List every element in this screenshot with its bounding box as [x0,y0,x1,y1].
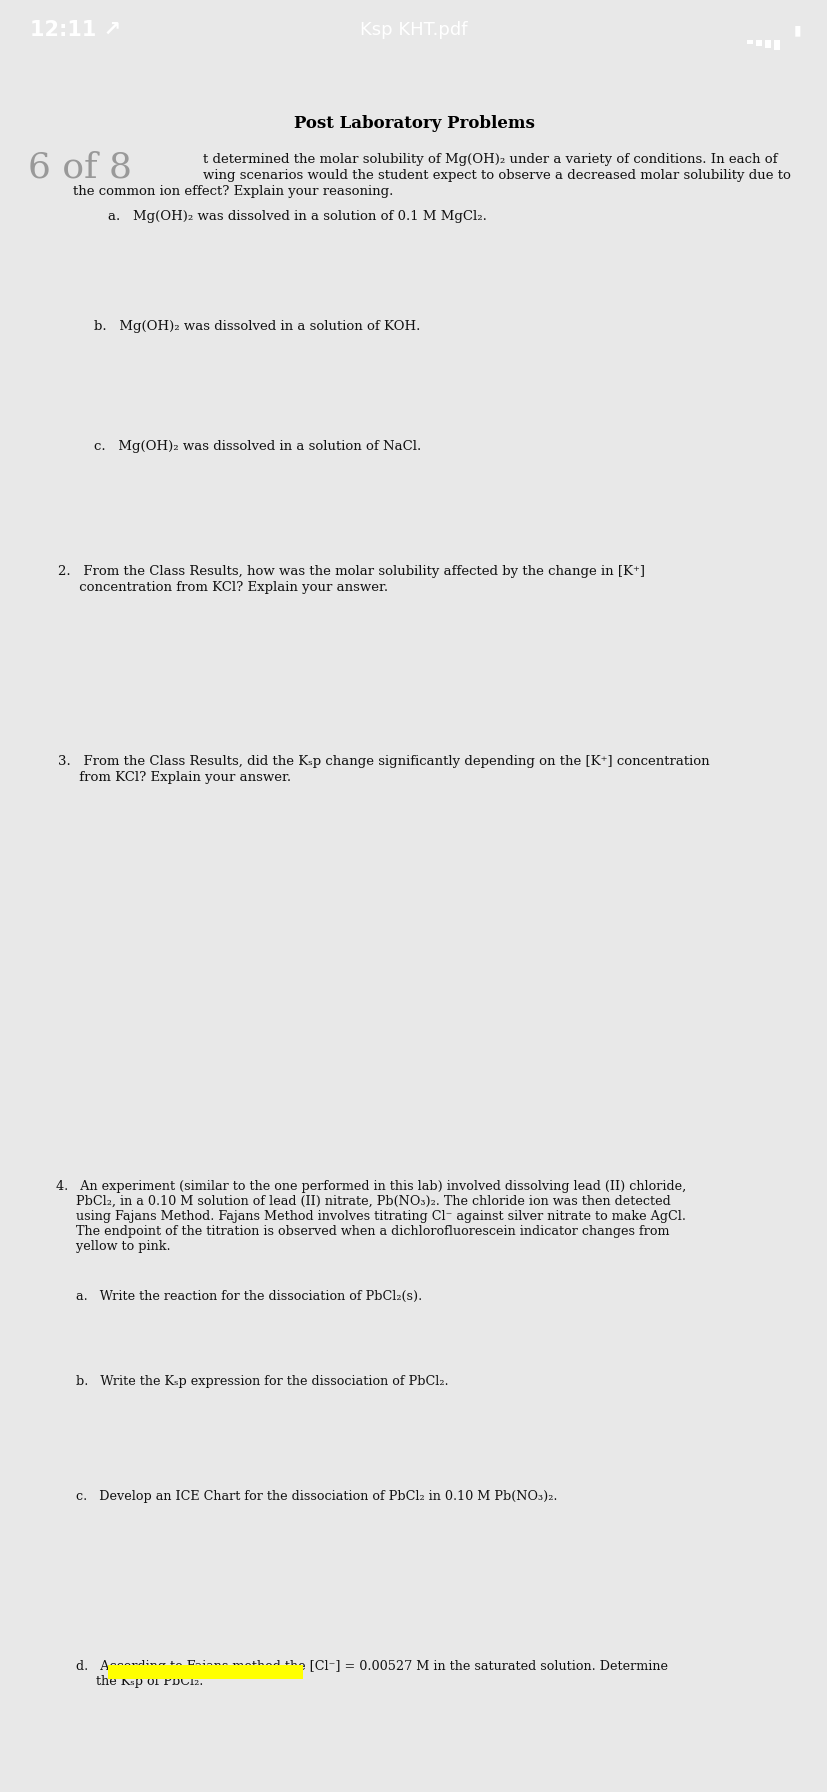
Text: 2.   From the Class Results, how was the molar solubility affected by the change: 2. From the Class Results, how was the m… [58,564,644,579]
Text: b.   Write the Kₛp expression for the dissociation of PbCl₂.: b. Write the Kₛp expression for the diss… [56,1374,448,1389]
Text: yellow to pink.: yellow to pink. [56,1240,170,1253]
Text: Post Laboratory Problems: Post Laboratory Problems [294,115,533,133]
Text: c.   Mg(OH)₂ was dissolved in a solution of NaCl.: c. Mg(OH)₂ was dissolved in a solution o… [94,441,421,453]
Text: the Kₛp of PbCl₂.: the Kₛp of PbCl₂. [56,1676,203,1688]
Bar [108,1665,303,1679]
Text: a.   Write the reaction for the dissociation of PbCl₂(s).: a. Write the reaction for the dissociati… [56,1290,422,1303]
Bar [773,39,779,50]
Bar [755,39,761,47]
Text: wing scenarios would the student expect to observe a decreased molar solubility : wing scenarios would the student expect … [203,168,790,183]
Text: concentration from KCl? Explain your answer.: concentration from KCl? Explain your ans… [58,581,388,593]
Text: Ksp KHT.pdf: Ksp KHT.pdf [360,22,467,39]
Text: from KCl? Explain your answer.: from KCl? Explain your answer. [58,771,291,783]
Text: using Fajans Method. Fajans Method involves titrating Cl⁻ against silver nitrate: using Fajans Method. Fajans Method invol… [56,1210,686,1222]
Text: a.   Mg(OH)₂ was dissolved in a solution of 0.1 M MgCl₂.: a. Mg(OH)₂ was dissolved in a solution o… [108,210,486,222]
Text: 4.   An experiment (similar to the one performed in this lab) involved dissolvin: 4. An experiment (similar to the one per… [56,1179,686,1193]
Text: 3.   From the Class Results, did the Kₛp change significantly depending on the [: 3. From the Class Results, did the Kₛp c… [58,754,709,769]
Text: the common ion effect? Explain your reasoning.: the common ion effect? Explain your reas… [73,185,393,197]
Text: PbCl₂, in a 0.10 M solution of lead (II) nitrate, Pb(NO₃)₂. The chloride ion was: PbCl₂, in a 0.10 M solution of lead (II)… [56,1195,670,1208]
Text: d.   According to Fajans method the [Cl⁻] = 0.00527 M in the saturated solution.: d. According to Fajans method the [Cl⁻] … [56,1659,667,1674]
Text: The endpoint of the titration is observed when a dichlorofluorescein indicator c: The endpoint of the titration is observe… [56,1226,669,1238]
Text: ▮: ▮ [793,23,801,38]
Text: t determined the molar solubility of Mg(OH)₂ under a variety of conditions. In e: t determined the molar solubility of Mg(… [203,152,777,167]
Text: 6 of 8: 6 of 8 [28,151,131,185]
Text: 12:11 ↗: 12:11 ↗ [30,20,121,39]
Text: c.   Develop an ICE Chart for the dissociation of PbCl₂ in 0.10 M Pb(NO₃)₂.: c. Develop an ICE Chart for the dissocia… [56,1489,557,1503]
Bar [764,39,770,48]
Text: b.   Mg(OH)₂ was dissolved in a solution of KOH.: b. Mg(OH)₂ was dissolved in a solution o… [94,321,420,333]
Bar [746,39,752,45]
